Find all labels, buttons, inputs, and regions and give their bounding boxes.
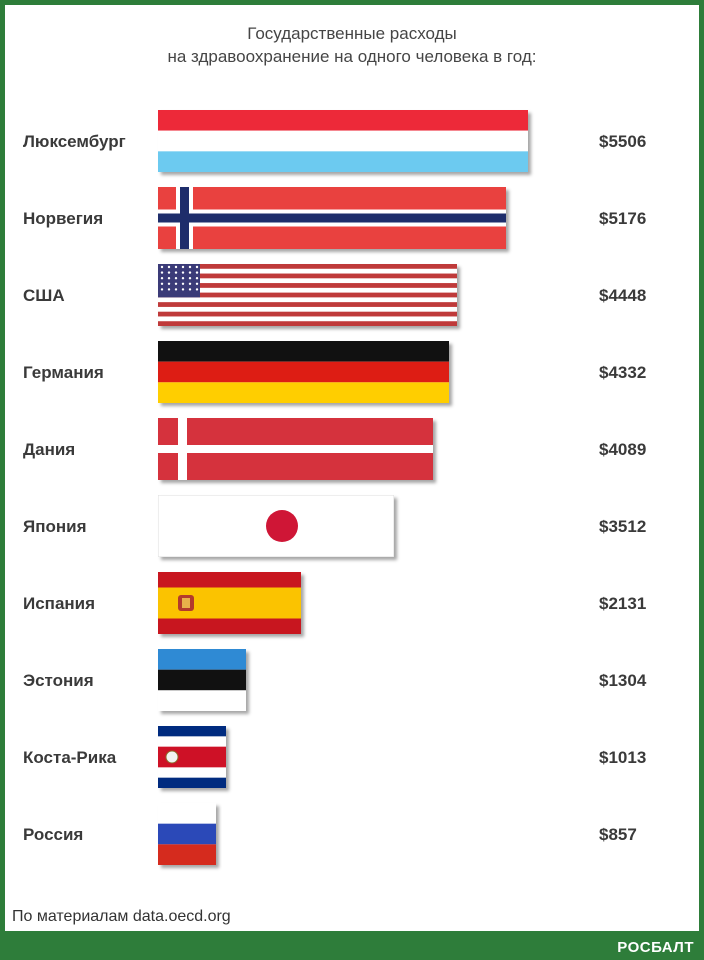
value-label: $5506 xyxy=(599,132,646,151)
country-label: Норвегия xyxy=(23,209,103,228)
value-label: $5176 xyxy=(599,209,646,228)
country-label: Германия xyxy=(23,363,104,382)
usa-flag-bar xyxy=(158,264,457,326)
value-label: $2131 xyxy=(599,594,646,613)
brand-logo: РОСБАЛТ xyxy=(617,939,694,956)
country-label: США xyxy=(23,286,65,305)
country-label: Люксембург xyxy=(23,132,126,151)
value-label: $4332 xyxy=(599,363,646,382)
value-label: $4448 xyxy=(599,286,646,305)
costa-rica-flag-bar xyxy=(158,726,226,788)
estonia-flag-bar xyxy=(158,649,246,711)
country-label: Испания xyxy=(23,594,95,613)
source-note: По материалам data.oecd.org xyxy=(12,908,231,925)
value-label: $1013 xyxy=(599,748,646,767)
country-label: Россия xyxy=(23,825,83,844)
value-label: $857 xyxy=(599,825,637,844)
chart-title: Государственные расходы на здравоохранен… xyxy=(0,22,704,68)
country-label: Эстония xyxy=(23,671,94,690)
value-label: $1304 xyxy=(599,671,647,690)
value-label: $4089 xyxy=(599,440,646,459)
norway-flag-bar xyxy=(158,187,506,249)
country-label: Дания xyxy=(23,440,75,459)
value-label: $3512 xyxy=(599,517,646,536)
country-label: Коста-Рика xyxy=(23,748,117,767)
country-label: Япония xyxy=(23,517,87,536)
japan-flag-bar xyxy=(158,495,394,557)
luxembourg-flag-bar xyxy=(158,110,528,172)
chart-title-line-1: Государственные расходы xyxy=(247,24,457,43)
spain-flag-bar xyxy=(158,572,301,634)
chart-title-line-2: на здравоохранение на одного человека в … xyxy=(167,47,537,66)
russia-flag-bar xyxy=(158,803,216,865)
denmark-flag-bar xyxy=(158,418,433,480)
germany-flag-bar xyxy=(158,341,449,403)
